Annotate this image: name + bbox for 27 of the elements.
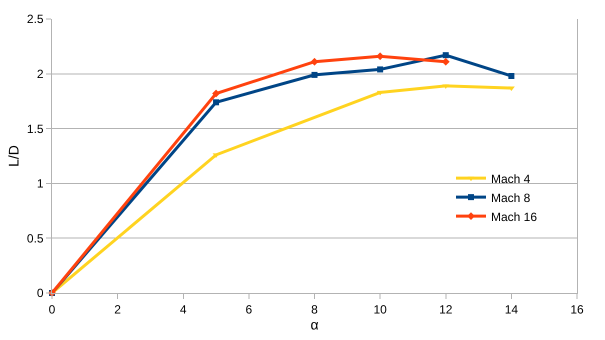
- y-tick-label: 0: [36, 286, 44, 300]
- x-tick-label: 8: [311, 302, 318, 316]
- x-tick-label: 4: [180, 302, 187, 316]
- x-tick-label: 0: [48, 302, 56, 316]
- x-axis-title: α: [310, 316, 319, 332]
- y-tick-label: 1.5: [26, 122, 44, 136]
- x-tick-label: 10: [373, 302, 388, 316]
- x-tick-label: 12: [439, 302, 453, 316]
- point: [213, 99, 220, 106]
- y-tick-label: 2.5: [26, 12, 44, 26]
- x-tick-label: 2: [114, 302, 122, 316]
- legend-label: Mach 16: [491, 210, 538, 224]
- y-tick-label: 0.5: [26, 231, 44, 246]
- point: [377, 66, 384, 72]
- point: [312, 72, 318, 78]
- point: [212, 90, 220, 98]
- point: [508, 72, 514, 79]
- y-axis-title: L/D: [6, 145, 22, 167]
- y-tick-label: 1: [36, 176, 44, 191]
- x-tick-label: 6: [246, 302, 253, 316]
- y-tick-label: 2: [36, 67, 44, 81]
- x-tick-label: 16: [570, 302, 584, 316]
- legend-label: Mach 4: [491, 172, 531, 186]
- point: [442, 52, 449, 58]
- point: [310, 58, 318, 66]
- legend-label: Mach 8: [491, 190, 531, 205]
- x-tick-label: 14: [504, 302, 518, 316]
